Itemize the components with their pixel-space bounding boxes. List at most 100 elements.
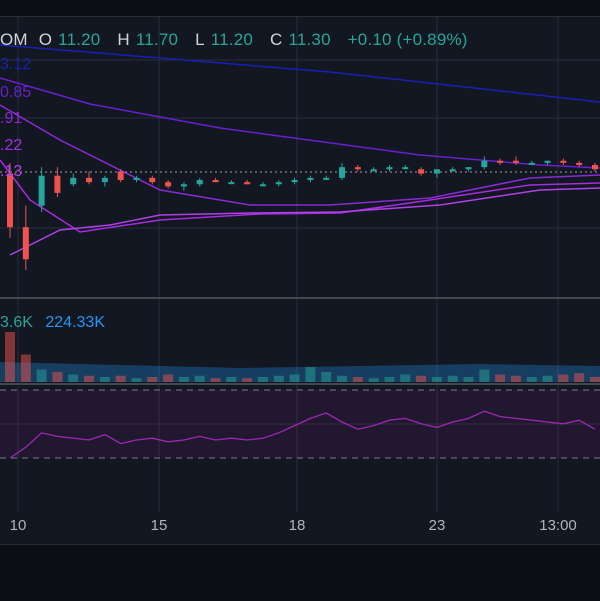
volume-bar bbox=[431, 377, 442, 382]
candle-body bbox=[402, 167, 409, 170]
candle-body bbox=[212, 180, 219, 183]
high-value: 11.70 bbox=[135, 30, 179, 49]
volume-bar bbox=[305, 367, 316, 382]
volume-bar bbox=[368, 378, 379, 382]
volume-bar bbox=[400, 374, 411, 382]
x-tick-label: 15 bbox=[150, 517, 168, 534]
ma-legend-4: .22 bbox=[0, 137, 23, 154]
volume-bar bbox=[558, 374, 569, 382]
candle-body bbox=[7, 173, 13, 228]
ma-line-3 bbox=[0, 104, 600, 206]
volume-bar bbox=[479, 369, 490, 382]
rsi-line bbox=[9, 410, 596, 459]
candle-body bbox=[101, 177, 108, 183]
candle-body bbox=[291, 180, 298, 183]
volume-bar bbox=[36, 369, 47, 382]
volume-ma-value: 224.33K bbox=[45, 314, 105, 331]
candle-body bbox=[528, 162, 535, 165]
volume-bar bbox=[210, 378, 221, 382]
candle-body bbox=[149, 177, 156, 183]
x-tick-label: 10 bbox=[9, 517, 27, 534]
x-tick-label: 13:00 bbox=[539, 517, 577, 534]
candle-body bbox=[117, 171, 124, 180]
close-label: C bbox=[269, 30, 283, 49]
volume-bar bbox=[178, 377, 189, 382]
ma-line-4 bbox=[0, 159, 600, 233]
ma-legend-5: .13 bbox=[0, 163, 23, 180]
ma-legend-2: 0.85 bbox=[0, 84, 32, 101]
volume-bar bbox=[416, 375, 427, 382]
volume-bar bbox=[526, 377, 537, 382]
volume-bar bbox=[52, 372, 63, 382]
volume-bar bbox=[352, 377, 363, 382]
volume-bar bbox=[131, 378, 142, 382]
candle-body bbox=[307, 177, 314, 180]
candle-body bbox=[54, 175, 61, 193]
open-label: O bbox=[38, 30, 53, 49]
volume-bar bbox=[99, 377, 110, 382]
candle-body bbox=[497, 160, 504, 163]
volume-bar bbox=[574, 373, 585, 382]
low-label: L bbox=[195, 30, 205, 49]
rsi-layer bbox=[9, 410, 596, 459]
candle-body bbox=[339, 167, 346, 178]
candles-layer bbox=[7, 156, 598, 270]
candle-body bbox=[275, 182, 282, 185]
volume-bar bbox=[242, 378, 253, 382]
volume-bar bbox=[68, 374, 79, 382]
close-value: 11.30 bbox=[288, 30, 331, 49]
candle-body bbox=[323, 177, 330, 180]
candle-body bbox=[38, 175, 45, 206]
volume-bar bbox=[163, 374, 174, 382]
volume-layer bbox=[0, 332, 600, 382]
volume-bar bbox=[337, 375, 348, 382]
volume-bar bbox=[194, 375, 205, 382]
ma-line-1 bbox=[0, 44, 600, 103]
top-toolbar bbox=[0, 0, 600, 17]
change-value: +0.10 (+0.89%) bbox=[347, 30, 468, 49]
candle-body bbox=[433, 169, 440, 174]
candle-body bbox=[481, 160, 488, 168]
volume-bar bbox=[84, 375, 95, 382]
candle-body bbox=[465, 167, 472, 170]
candle-body bbox=[70, 177, 77, 185]
candle-body bbox=[228, 182, 235, 185]
candle-body bbox=[259, 184, 266, 187]
candle-body bbox=[544, 160, 551, 163]
ticker-label: OM bbox=[0, 30, 28, 49]
candle-body bbox=[354, 167, 361, 170]
candle-body bbox=[592, 165, 598, 170]
volume-legend: 3.6K 224.33K bbox=[0, 314, 105, 332]
candle-body bbox=[576, 162, 583, 165]
x-tick-label: 18 bbox=[288, 517, 306, 534]
volume-bar bbox=[495, 374, 506, 382]
volume-bar bbox=[384, 377, 395, 382]
candle-body bbox=[560, 160, 567, 163]
volume-bar bbox=[20, 354, 31, 382]
candle-body bbox=[449, 169, 456, 172]
volume-bar bbox=[447, 375, 458, 382]
volume-bar bbox=[257, 377, 268, 382]
ma-legend-1: 3.12 bbox=[0, 56, 32, 73]
volume-bar bbox=[273, 375, 284, 382]
moving-average-lines bbox=[0, 44, 600, 256]
candle-body bbox=[133, 177, 140, 180]
ma-line-2 bbox=[0, 77, 600, 169]
volume-bar bbox=[510, 375, 521, 382]
candle-body bbox=[370, 169, 377, 172]
rsi-band bbox=[0, 390, 600, 458]
volume-bar bbox=[5, 332, 15, 382]
volume-bar bbox=[321, 372, 332, 382]
low-value: 11.20 bbox=[210, 30, 254, 49]
pane-separators bbox=[0, 297, 600, 459]
bottom-toolbar bbox=[0, 544, 600, 601]
volume-bar bbox=[542, 375, 553, 382]
volume-bar bbox=[463, 377, 474, 382]
candle-body bbox=[196, 180, 203, 185]
candle-body bbox=[244, 182, 251, 185]
volume-bar bbox=[226, 377, 237, 382]
candle-body bbox=[418, 169, 425, 174]
volume-bar bbox=[147, 377, 158, 382]
volume-bar bbox=[590, 377, 600, 382]
